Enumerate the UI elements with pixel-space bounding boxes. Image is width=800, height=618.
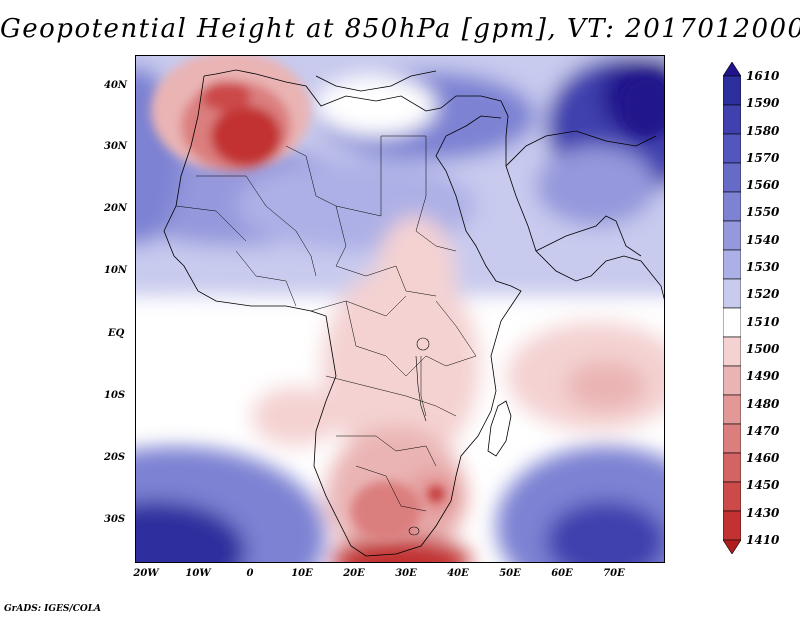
madagascar-outline	[487, 400, 512, 457]
colorbar-swatch	[723, 249, 741, 280]
lat-label-10n: 10N	[104, 265, 128, 276]
colorbar-top-arrow	[723, 62, 741, 77]
lat-label-20n: 20N	[104, 203, 128, 214]
colorbar-label: 1410	[746, 533, 780, 547]
lon-label-0: 0	[246, 568, 254, 579]
lon-label-30e: 30E	[395, 568, 417, 579]
colorbar-label: 1500	[746, 341, 780, 356]
lat-label-eq: EQ	[108, 328, 125, 339]
colorbar-swatch	[723, 423, 741, 454]
colorbar-label: 1540	[746, 232, 780, 247]
colorbar-swatch	[723, 510, 741, 541]
map-title: Geopotential Height at 850hPa [gpm], VT:…	[0, 14, 800, 44]
lat-label-20s: 20S	[104, 452, 126, 463]
colorbar-label: 1570	[746, 150, 780, 165]
colorbar-swatch	[723, 162, 741, 193]
colorbar-label: 1580	[746, 123, 780, 138]
colorbar-swatch	[723, 452, 741, 483]
lon-label-10e: 10E	[291, 568, 313, 579]
geopotential-map	[136, 56, 664, 562]
coastlines	[163, 69, 664, 557]
colorbar-swatch	[723, 278, 741, 309]
colorbar-label: 1510	[746, 314, 780, 329]
lon-label-10w: 10W	[185, 568, 211, 579]
colorbar-label: 1520	[746, 287, 780, 302]
lakes	[408, 337, 430, 536]
lat-label-30s: 30S	[104, 514, 126, 525]
lon-label-20w: 20W	[133, 568, 159, 579]
height-field-detail	[151, 56, 664, 541]
colorbar-label: 1550	[746, 205, 780, 220]
colorbar-bottom-arrow	[723, 539, 741, 554]
colorbar-swatch	[723, 394, 741, 425]
colorbar-swatch	[723, 365, 741, 396]
colorbar-label: 1480	[746, 396, 780, 411]
colorbar-label: 1470	[746, 423, 780, 438]
colorbar-label: 1610	[746, 69, 780, 83]
colorbar-label: 1490	[746, 369, 780, 384]
lat-label-30n: 30N	[104, 141, 128, 152]
lon-label-60e: 60E	[551, 568, 573, 579]
colorbar-swatch	[723, 307, 741, 338]
colorbar-swatch	[723, 104, 741, 135]
colorbar-swatch	[723, 481, 741, 512]
height-field	[136, 56, 664, 562]
colorbar-label: 1590	[746, 96, 780, 111]
colorbar-label: 1530	[746, 260, 780, 275]
lon-label-40e: 40E	[447, 568, 469, 579]
country-borders	[175, 135, 477, 512]
colorbar-label: 1450	[746, 478, 780, 493]
lat-label-40n: 40N	[104, 80, 128, 91]
colorbar-swatch	[723, 336, 741, 367]
colorbar	[723, 62, 741, 554]
map-panel	[135, 55, 665, 563]
colorbar-label: 1430	[746, 505, 780, 520]
lon-label-50e: 50E	[499, 568, 521, 579]
colorbar-swatch	[723, 133, 741, 164]
colorbar-label: 1460	[746, 451, 780, 466]
lon-label-20e: 20E	[343, 568, 365, 579]
colorbar-label: 1560	[746, 178, 780, 193]
footer-credit: GrADS: IGES/COLA	[4, 604, 102, 614]
lon-label-70e: 70E	[603, 568, 625, 579]
lat-label-10s: 10S	[104, 390, 126, 401]
colorbar-swatch	[723, 75, 741, 106]
colorbar-swatch	[723, 191, 741, 222]
colorbar-swatch	[723, 220, 741, 251]
